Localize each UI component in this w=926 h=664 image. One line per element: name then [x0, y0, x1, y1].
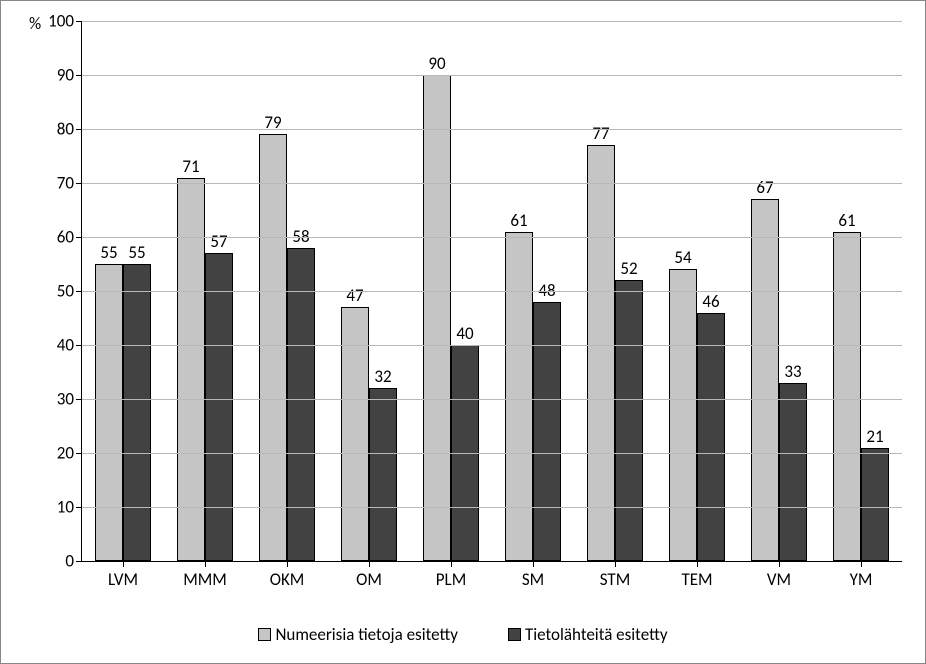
bar-value-label: 67: [756, 177, 773, 200]
bar-value-label: 52: [620, 258, 637, 281]
bar-value-label: 55: [128, 242, 145, 265]
bar-value-label: 32: [374, 366, 391, 389]
x-tick: [779, 561, 780, 567]
gridline: [82, 183, 902, 184]
plot-area: 5555LVM7157MMM7958OKM4732OM9040PLM6148SM…: [81, 21, 902, 562]
bar: 52: [615, 280, 643, 561]
y-tick-label: 40: [57, 335, 82, 356]
bar: 58: [287, 248, 315, 561]
bar: 21: [861, 448, 889, 561]
x-tick: [533, 561, 534, 567]
bar: 71: [177, 178, 205, 561]
legend-label: Numeerisia tietoja esitetty: [275, 624, 458, 645]
bar-value-label: 79: [264, 112, 281, 135]
gridline: [82, 453, 902, 454]
y-tick-label: 60: [57, 227, 82, 248]
chart-container: % 5555LVM7157MMM7958OKM4732OM9040PLM6148…: [0, 0, 926, 664]
bar: 33: [779, 383, 807, 561]
bar-value-label: 90: [428, 53, 445, 76]
gridline: [82, 399, 902, 400]
y-tick-label: 0: [65, 551, 82, 572]
bar: 54: [669, 269, 697, 561]
y-tick-label: 50: [57, 281, 82, 302]
y-tick-label: 20: [57, 443, 82, 464]
bar-value-label: 40: [456, 323, 473, 346]
bar-value-label: 54: [674, 247, 691, 270]
gridline: [82, 507, 902, 508]
legend-swatch: [508, 628, 521, 641]
gridline: [82, 291, 902, 292]
bar: 61: [833, 232, 861, 561]
bar: 32: [369, 388, 397, 561]
y-tick-label: 90: [57, 65, 82, 86]
y-axis-title: %: [29, 13, 41, 34]
y-tick-label: 30: [57, 389, 82, 410]
bar: 57: [205, 253, 233, 561]
bar: 61: [505, 232, 533, 561]
bar: 55: [95, 264, 123, 561]
bar-value-label: 55: [100, 242, 117, 265]
bar-value-label: 21: [866, 426, 883, 449]
x-tick: [123, 561, 124, 567]
legend: Numeerisia tietoja esitetty Tietolähteitä…: [1, 624, 925, 645]
bar-value-label: 46: [702, 291, 719, 314]
bar: 55: [123, 264, 151, 561]
bar: 77: [587, 145, 615, 561]
legend-item: Numeerisia tietoja esitetty: [258, 624, 458, 645]
y-tick-label: 10: [57, 497, 82, 518]
bar-value-label: 47: [346, 285, 363, 308]
x-tick: [205, 561, 206, 567]
x-tick: [369, 561, 370, 567]
bar-value-label: 71: [182, 156, 199, 179]
gridline: [82, 21, 902, 22]
bar: 48: [533, 302, 561, 561]
x-tick: [697, 561, 698, 567]
x-tick: [451, 561, 452, 567]
y-tick-label: 100: [48, 11, 82, 32]
y-tick-label: 70: [57, 173, 82, 194]
x-tick: [861, 561, 862, 567]
bar-value-label: 77: [592, 123, 609, 146]
gridline: [82, 237, 902, 238]
legend-swatch: [258, 628, 271, 641]
bar-value-label: 57: [210, 231, 227, 254]
gridline: [82, 129, 902, 130]
legend-label: Tietolähteitä esitetty: [525, 624, 668, 645]
x-tick: [287, 561, 288, 567]
bar-value-label: 33: [784, 361, 801, 384]
bar: 79: [259, 134, 287, 561]
bar: 90: [423, 75, 451, 561]
x-tick: [615, 561, 616, 567]
legend-item: Tietolähteitä esitetty: [508, 624, 668, 645]
bar-value-label: 61: [510, 210, 527, 233]
y-tick-label: 80: [57, 119, 82, 140]
gridline: [82, 75, 902, 76]
gridline: [82, 345, 902, 346]
bar-value-label: 61: [838, 210, 855, 233]
bar: 46: [697, 313, 725, 561]
